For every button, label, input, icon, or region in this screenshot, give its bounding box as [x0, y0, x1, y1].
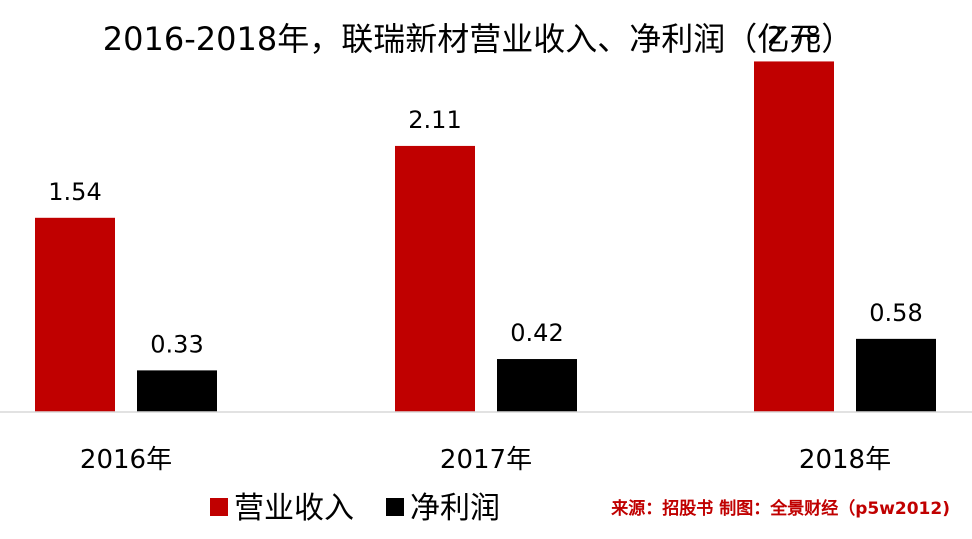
- chart-title: 2016-2018年，联瑞新材营业收入、净利润（亿元）: [103, 20, 853, 58]
- data-label-series-1-3: 2.78: [767, 21, 820, 49]
- legend-swatch-series-1: [210, 498, 228, 516]
- legend-swatch-series-2: [386, 498, 404, 516]
- bar-series-2-2: [497, 359, 577, 412]
- legend-label-series-2: 净利润: [410, 491, 500, 526]
- x-tick-label-3: 2018年: [799, 445, 891, 475]
- bar-series-1-3: [754, 61, 834, 412]
- bar-series-1-2: [395, 145, 475, 413]
- legend: 营业收入 净利润: [210, 491, 500, 526]
- legend-label-series-1: 营业收入: [234, 491, 354, 526]
- bar-series-1-1: [35, 217, 115, 412]
- data-label-series-2-3: 0.58: [869, 299, 922, 327]
- data-label-series-2-2: 0.42: [510, 319, 563, 347]
- bar-series-2-3: [856, 338, 936, 412]
- x-tick-label-1: 2016年: [80, 445, 172, 475]
- bar-series-2-1: [137, 370, 217, 412]
- x-tick-labels-layer: 2016年 2017年 2018年: [80, 445, 891, 475]
- source-note: 来源：招股书 制图：全景财经（p5w2012): [610, 498, 950, 519]
- data-label-series-1-2: 2.11: [408, 106, 461, 134]
- data-label-series-2-1: 0.33: [150, 330, 203, 358]
- data-label-series-1-1: 1.54: [48, 178, 101, 206]
- data-labels-layer: 1.54 0.33 2.11 0.42 2.78 0.58: [48, 21, 922, 358]
- bars-layer: [35, 61, 936, 413]
- x-tick-label-2: 2017年: [440, 445, 532, 475]
